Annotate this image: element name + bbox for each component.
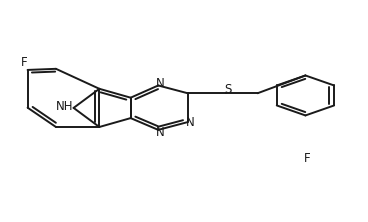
Text: F: F [21,56,27,69]
Text: N: N [156,126,164,139]
Text: N: N [156,77,164,89]
Text: S: S [224,83,232,96]
Text: N: N [185,116,194,129]
Text: NH: NH [56,100,73,113]
Text: F: F [304,152,311,165]
